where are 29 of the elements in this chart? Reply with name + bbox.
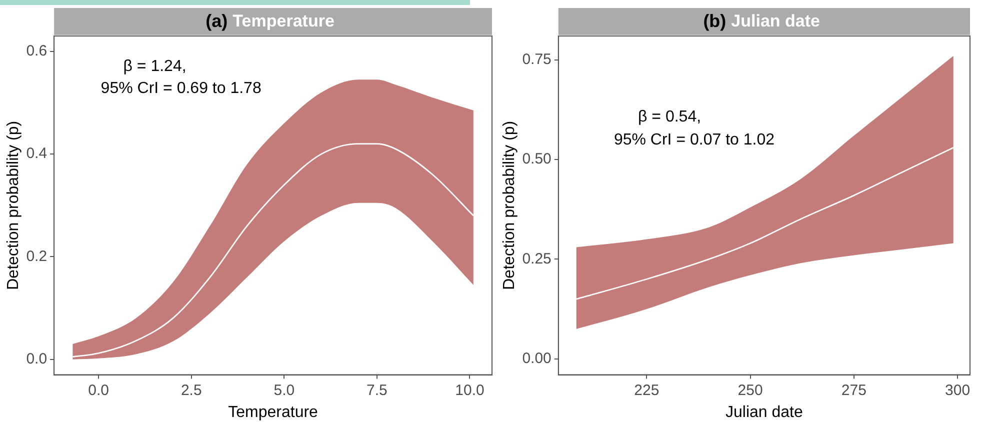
y-tick-label: 0.2 — [26, 248, 48, 265]
x-tick-label: 300 — [945, 382, 970, 399]
x-tick-label: 10.0 — [455, 382, 484, 399]
y-tick-label: 0.6 — [26, 42, 48, 60]
y-tick-label: 0.0 — [26, 350, 48, 368]
y-tick-label: 0.00 — [522, 350, 552, 367]
x-tick-label: 0.0 — [88, 382, 110, 399]
x-axis-title: Julian date — [726, 404, 803, 421]
chart-title: (b) Julian date — [703, 10, 820, 31]
annotation: β = 1.24, — [123, 58, 186, 75]
x-tick-label: 5.0 — [274, 382, 295, 399]
y-tick-label: 0.50 — [522, 150, 552, 168]
annotation: 95% CrI = 0.69 to 1.78 — [100, 80, 262, 97]
annotation: 95% CrI = 0.07 to 1.02 — [614, 131, 775, 148]
x-tick-label: 7.5 — [366, 382, 388, 399]
y-tick-label: 0.75 — [522, 51, 552, 68]
x-tick-label: 225 — [634, 382, 660, 399]
annotation: β = 0.54, — [638, 108, 702, 126]
x-axis-title: Temperature — [228, 404, 318, 421]
chart-title: (a) Temperature — [206, 10, 334, 31]
y-axis-title: Detection probability (p) — [501, 120, 518, 290]
line-series — [576, 146, 954, 300]
x-tick-label: 275 — [841, 382, 866, 399]
y-axis-title: Detection probability (p) — [5, 120, 22, 290]
x-tick-label: 2.5 — [180, 382, 202, 399]
y-tick-label: 0.4 — [26, 145, 48, 162]
x-tick-label: 250 — [738, 382, 763, 399]
line-series — [72, 143, 474, 358]
y-tick-label: 0.25 — [522, 250, 552, 268]
